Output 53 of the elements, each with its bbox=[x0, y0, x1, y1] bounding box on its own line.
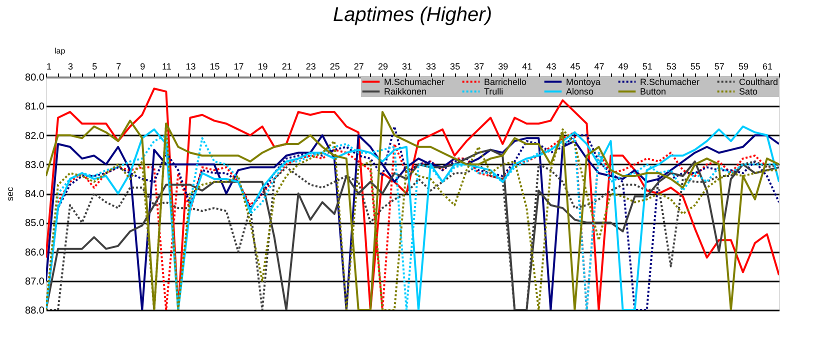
x-axis-title: lap bbox=[54, 46, 66, 56]
x-tick-label: 3 bbox=[68, 62, 74, 72]
y-tick-label: 84.0 bbox=[25, 189, 45, 200]
x-tick-label: 29 bbox=[378, 62, 388, 72]
y-tick-label: 88.0 bbox=[25, 306, 45, 316]
x-tick-label: 23 bbox=[306, 62, 316, 72]
y-tick-label: 86.0 bbox=[25, 247, 45, 258]
x-tick-label: 37 bbox=[474, 62, 484, 72]
legend-label: M.Schumacher bbox=[384, 76, 445, 87]
x-tick-label: 33 bbox=[426, 62, 436, 72]
legend-label: R.Schumacher bbox=[640, 76, 700, 87]
legend-label: Button bbox=[640, 86, 666, 96]
y-tick-label: 81.0 bbox=[25, 102, 45, 113]
x-tick-label: 41 bbox=[522, 62, 532, 72]
x-tick-label: 51 bbox=[642, 62, 652, 72]
legend-label: Barrichello bbox=[484, 76, 527, 87]
x-tick-label: 53 bbox=[666, 62, 676, 72]
x-tick-label: 45 bbox=[570, 62, 580, 72]
x-tick-label: 31 bbox=[402, 62, 412, 72]
y-tick-label: 85.0 bbox=[25, 218, 45, 230]
y-tick-label: 82.0 bbox=[25, 130, 45, 142]
x-tick-label: 15 bbox=[210, 62, 220, 72]
x-tick-label: 7 bbox=[116, 62, 122, 72]
x-tick-label: 17 bbox=[234, 62, 244, 72]
x-tick-label: 25 bbox=[330, 62, 340, 72]
x-tick-label: 21 bbox=[282, 62, 292, 72]
x-tick-label: 35 bbox=[450, 62, 460, 72]
x-tick-label: 57 bbox=[714, 62, 724, 72]
legend-label: Alonso bbox=[566, 86, 594, 96]
x-tick-label: 1 bbox=[46, 62, 52, 72]
legend-label: Sato bbox=[739, 86, 758, 96]
legend-label: Montoya bbox=[566, 76, 601, 87]
legend-label: Coulthard bbox=[739, 76, 778, 87]
x-tick-label: 61 bbox=[762, 62, 772, 72]
y-tick-label: 87.0 bbox=[25, 276, 45, 288]
y-tick-label: 80.0 bbox=[25, 72, 45, 84]
x-tick-label: 27 bbox=[354, 62, 364, 72]
x-tick-label: 59 bbox=[738, 62, 748, 72]
x-tick-label: 49 bbox=[618, 62, 628, 72]
x-tick-label: 55 bbox=[690, 62, 700, 72]
x-tick-label: 13 bbox=[186, 62, 196, 72]
x-tick-label: 9 bbox=[140, 62, 146, 72]
x-tick-label: 47 bbox=[594, 62, 604, 72]
chart-title: Laptimes (Higher) bbox=[333, 4, 492, 26]
x-tick-label: 5 bbox=[92, 62, 98, 72]
y-axis-title: sec bbox=[5, 186, 16, 202]
y-tick-label: 83.0 bbox=[25, 160, 45, 171]
x-tick-label: 43 bbox=[546, 62, 556, 72]
x-tick-label: 39 bbox=[498, 62, 508, 72]
x-tick-label: 19 bbox=[258, 62, 268, 72]
x-tick-label: 11 bbox=[162, 62, 172, 72]
legend-label: Raikkonen bbox=[384, 86, 427, 96]
legend-label: Trulli bbox=[484, 86, 504, 96]
